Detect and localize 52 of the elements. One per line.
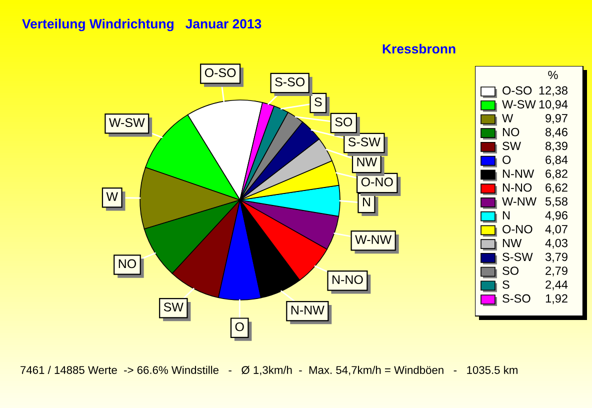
legend-label: S-SO	[502, 294, 530, 303]
legend-label: O	[502, 156, 511, 164]
legend-label: W	[502, 114, 514, 122]
legend-label: NW	[502, 238, 522, 248]
slice-label: N	[362, 198, 370, 206]
legend-label: NO	[502, 128, 520, 136]
data-label: 6,62	[546, 183, 568, 194]
data-label: 8,46	[546, 128, 568, 138]
slice-label: S-SW	[348, 138, 380, 146]
slice-label: N-NO	[332, 275, 363, 284]
slice-label: NO	[118, 259, 136, 268]
data-label: 6,82	[546, 170, 568, 180]
slice-label: W	[106, 192, 118, 201]
slice-label: O	[235, 322, 244, 332]
text: 7461 / 14885 Werte -> 66.6% Windstille - Ø 1,3km/h - Max. 54,7km/h = Windböen - 1035.5 km	[20, 366, 518, 376]
slice-label: SO	[335, 118, 352, 126]
data-label: 6,84	[546, 156, 568, 166]
data-label: 3,79	[545, 252, 568, 262]
slice-label: W-SW	[109, 118, 145, 128]
data-label: 10,94	[539, 100, 568, 110]
legend-label: S	[502, 280, 510, 289]
slice-label: O-NO	[361, 178, 393, 186]
data-label: 4,03	[545, 238, 568, 249]
data-label: 4,96	[545, 211, 568, 221]
legend-label: SW	[502, 142, 521, 150]
slice-label: S-SO	[275, 78, 305, 86]
data-label: 4,07	[545, 224, 568, 235]
legend-label: N-NW	[502, 170, 534, 178]
data-label: 2,79	[546, 266, 568, 276]
data-label: 1,92	[546, 294, 568, 304]
data-label: 9,97	[546, 114, 568, 124]
slice-label: O-SO	[204, 68, 236, 78]
legend-label: SO	[502, 266, 518, 275]
data-label: 5,58	[545, 197, 568, 207]
legend-label: O-NO	[502, 224, 532, 234]
legend-label: O-SO	[502, 86, 532, 95]
chart-subtitle: Kressbronn	[382, 44, 456, 54]
slice-label: S	[314, 98, 322, 106]
slice-label: NW	[357, 158, 378, 166]
chart-title: Verteilung Windrichtung Januar 2013	[22, 18, 262, 32]
legend-label: N-NO	[502, 183, 532, 192]
data-label: 2,44	[546, 280, 568, 290]
legend-label: W-NW	[502, 197, 536, 206]
legend-title: %	[548, 70, 558, 80]
data-label: 12,38	[539, 86, 568, 96]
data-label: 8,39	[546, 142, 568, 152]
slice-label: SW	[164, 302, 184, 312]
legend-label: N	[502, 211, 510, 220]
slice-label: W-NW	[355, 235, 392, 244]
slice-label: N-NW	[291, 306, 324, 314]
legend-label: S-SW	[502, 252, 533, 262]
legend-label: W-SW	[502, 100, 536, 109]
